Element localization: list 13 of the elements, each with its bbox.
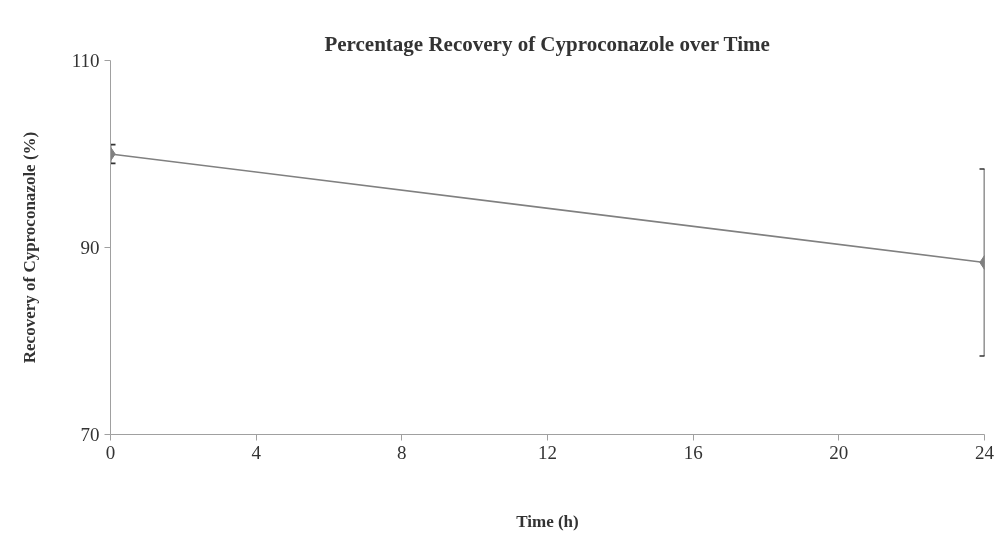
x-tick-label: 0 bbox=[105, 441, 116, 463]
x-tick-label: 12 bbox=[538, 441, 557, 463]
x-tick-label: 16 bbox=[683, 441, 703, 463]
y-axis-title: Recovery of Cyproconazole (%) bbox=[19, 131, 39, 364]
x-axis-title: Time (h) bbox=[516, 511, 579, 531]
y-tick-label: 90 bbox=[80, 237, 100, 258]
x-tick-label: 4 bbox=[251, 441, 262, 463]
chart-title: Percentage Recovery of Cyproconazole over Time bbox=[324, 31, 770, 56]
x-tick-label: 8 bbox=[397, 441, 407, 463]
y-tick-label: 110 bbox=[71, 50, 100, 71]
y-tick-label: 70 bbox=[80, 424, 100, 445]
x-tick-label: 24 bbox=[975, 441, 995, 463]
x-tick-label: 20 bbox=[829, 441, 849, 463]
